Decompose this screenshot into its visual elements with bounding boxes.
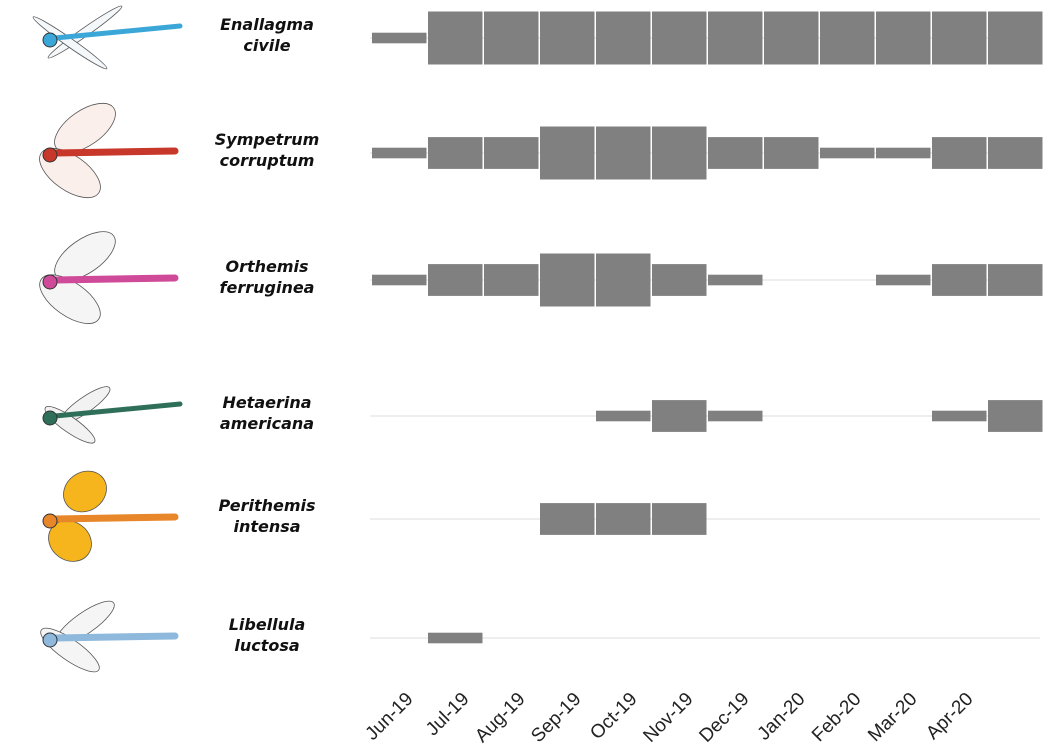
kite-bar: [652, 503, 707, 535]
species-label: Libellula luctosa: [228, 615, 306, 655]
kite-bar: [372, 274, 427, 286]
kite-bar: [596, 126, 651, 180]
abdomen: [51, 274, 179, 284]
kite-bar: [596, 503, 651, 535]
abdomen: [52, 23, 183, 41]
insect-icon: [32, 5, 183, 70]
kite-bar: [708, 137, 763, 169]
kite-bar: [988, 400, 1043, 432]
head: [42, 147, 58, 163]
kite-bar: [652, 264, 707, 296]
kite-bar: [596, 253, 651, 307]
species-label: Perithemis intensa: [218, 496, 316, 536]
insect-icon: [39, 231, 179, 324]
kite-bar: [764, 11, 819, 65]
x-tick-label: Dec-19: [695, 689, 753, 747]
insect-icon: [42, 470, 179, 562]
kite-bar: [540, 253, 595, 307]
wing: [54, 102, 116, 154]
kite-bar: [484, 264, 539, 296]
kite-bar: [428, 264, 483, 296]
kite-bar: [484, 137, 539, 169]
kite-bar: [652, 400, 707, 432]
kite-bar: [652, 126, 707, 180]
head: [42, 274, 58, 290]
kite-bar: [988, 137, 1043, 169]
wing: [63, 470, 107, 513]
kite-bar: [428, 11, 483, 65]
kite-bar: [820, 11, 875, 65]
kite-bar: [876, 147, 931, 159]
x-tick-label: Nov-19: [639, 689, 697, 747]
kite-bar: [428, 632, 483, 644]
abdomen: [51, 513, 179, 523]
kite-bar: [540, 126, 595, 180]
kite-bar: [484, 11, 539, 65]
species-label: Hetaerina americana: [219, 393, 315, 433]
x-tick-label: Oct-19: [586, 689, 641, 744]
kite-bar: [708, 274, 763, 286]
abdomen: [51, 632, 179, 642]
kite-bar: [932, 11, 987, 65]
head: [42, 410, 58, 426]
kite-bar: [932, 264, 987, 296]
x-tick-label: Jul-19: [422, 689, 473, 740]
kite-bar: [596, 11, 651, 65]
kite-bar: [596, 410, 651, 422]
kite-bar: [652, 11, 707, 65]
species-label: Enallagma civile: [220, 15, 314, 55]
kite-bar: [708, 11, 763, 65]
kite-bar: [820, 147, 875, 159]
head: [42, 32, 58, 48]
head: [42, 632, 58, 648]
species-label: Orthemis ferruginea: [219, 257, 315, 297]
x-tick-label: Apr-20: [922, 689, 977, 744]
abdomen: [51, 147, 179, 157]
kite-bar: [988, 11, 1043, 65]
insect-icon: [42, 386, 183, 444]
kite-bar: [428, 137, 483, 169]
insect-icon: [40, 600, 179, 673]
kite-bar: [372, 147, 427, 159]
wing: [32, 16, 108, 70]
x-tick-label: Jun-19: [362, 689, 418, 745]
kite-bar: [988, 264, 1043, 296]
species-label: Sympetrum corruptum: [214, 130, 320, 170]
kite-bar: [540, 11, 595, 65]
kite-bar: [876, 11, 931, 65]
abdomen: [52, 401, 183, 419]
insect-icon: [39, 102, 179, 199]
kite-bar: [932, 137, 987, 169]
x-tick-label: Mar-20: [864, 689, 921, 746]
kite-bar: [876, 274, 931, 286]
head: [42, 513, 58, 529]
kite-bar: [540, 503, 595, 535]
kite-bar: [708, 410, 763, 422]
x-tick-label: Jan-20: [754, 689, 810, 745]
kite-bar: [372, 32, 427, 44]
x-tick-label: Aug-19: [471, 689, 529, 747]
x-tick-label: Feb-20: [808, 689, 865, 746]
x-tick-label: Sep-19: [527, 689, 585, 747]
kite-bar: [764, 137, 819, 169]
kite-bar: [932, 410, 987, 422]
